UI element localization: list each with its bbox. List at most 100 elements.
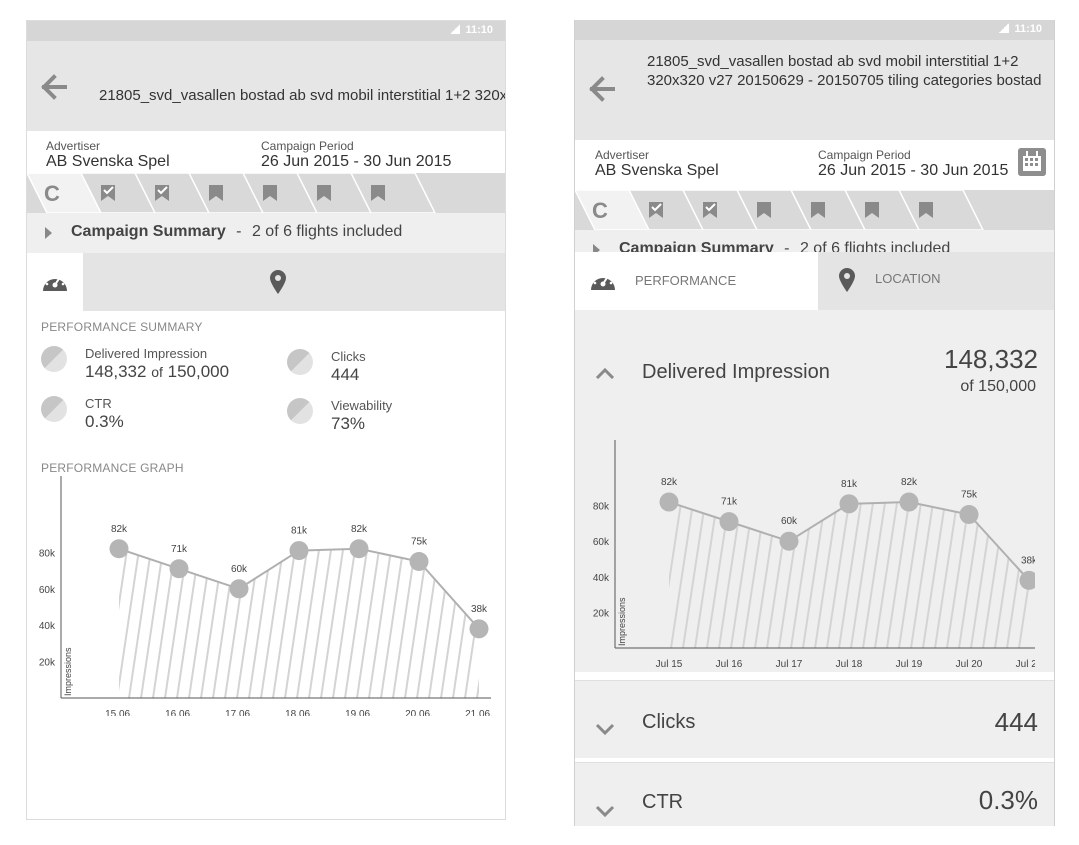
data-label: 38k — [1021, 555, 1035, 566]
hatch-line — [790, 502, 822, 648]
flight-tabs[interactable]: C — [575, 190, 1055, 230]
bookmark-icon — [263, 185, 277, 201]
hatch-line — [284, 548, 316, 698]
chevron-down-icon[interactable] — [595, 805, 615, 817]
bookmark-icon — [371, 185, 385, 201]
clicks-panel[interactable]: Clicks 444 — [575, 680, 1054, 758]
y-tick-label: 40k — [39, 621, 56, 632]
hatch-line — [164, 548, 196, 698]
hatch-line — [682, 502, 714, 648]
chevron-down-icon[interactable] — [595, 723, 615, 735]
y-tick-label: 20k — [39, 658, 56, 669]
hatch-line — [452, 548, 479, 698]
chevron-up-icon[interactable] — [595, 367, 615, 379]
bookmark-icon — [811, 202, 825, 218]
hatch-line — [344, 548, 376, 698]
flight-tab — [350, 173, 436, 213]
phone-screen-performance: 11:10 21805_svd_vasallen bostad ab svd m… — [574, 20, 1055, 826]
campaign-period-label: Campaign Period — [261, 139, 354, 153]
tab-location[interactable] — [83, 253, 505, 311]
x-tick-label: 20.06. — [405, 709, 433, 716]
view-tab-bar — [27, 253, 505, 311]
tab-performance-label: PERFORMANCE — [635, 273, 737, 288]
hatch-line — [464, 548, 479, 698]
hatch-line — [874, 502, 906, 648]
stat-delivered-impression: Delivered Impression 148,332 of 150,000 — [41, 346, 261, 386]
data-point — [899, 492, 919, 512]
hatch-line — [958, 502, 990, 648]
performance-graph: 20k 40k 60k 80k Impressions 82k Jul 15 71k Jul 1… — [593, 440, 1035, 670]
area-hatch — [669, 502, 1029, 648]
data-label: 71k — [721, 497, 738, 508]
hatch-line — [718, 502, 750, 648]
flight-tab-strip[interactable]: C — [575, 190, 1054, 230]
x-tick-label: 16.06. — [165, 709, 193, 716]
x-tick-label: Jul 18 — [836, 659, 863, 670]
y-axis-label: Impressions — [63, 647, 73, 696]
delivered-impression-total: of 150,000 — [960, 378, 1036, 395]
hatch-line — [428, 548, 460, 698]
flight-tab-strip[interactable]: C — [27, 173, 505, 213]
stat-ctr: CTR 0.3% — [41, 396, 241, 436]
campaign-title: 21805_svd_vasallen bostad ab svd mobil i… — [647, 53, 1042, 89]
y-tick-label: 40k — [593, 573, 610, 584]
hatch-line — [308, 548, 340, 698]
checkmark-icon — [651, 203, 662, 212]
data-point — [1019, 570, 1035, 590]
data-point — [229, 579, 249, 599]
tab-location-label: LOCATION — [875, 271, 941, 286]
delivered-impression-panel: Delivered Impression 148,332 of 150,000 … — [575, 310, 1054, 672]
hatch-line — [922, 502, 954, 648]
tab-performance[interactable] — [27, 253, 83, 311]
tab-location[interactable]: LOCATION — [818, 252, 1054, 310]
clicks-value: 444 — [994, 707, 1038, 737]
data-point — [719, 512, 739, 532]
hatch-line — [946, 502, 978, 648]
data-point — [169, 559, 189, 579]
flight-tabs[interactable]: C — [27, 173, 506, 213]
checkmark-icon — [705, 203, 716, 212]
expand-triangle-icon — [45, 227, 52, 239]
hatch-line — [188, 548, 220, 698]
hatch-line — [212, 548, 244, 698]
tab-performance[interactable]: PERFORMANCE — [575, 252, 818, 310]
hatch-line — [368, 548, 400, 698]
x-tick-label: Jul 21 — [1016, 659, 1035, 670]
back-arrow-icon[interactable] — [589, 76, 615, 102]
hatch-line — [982, 502, 1014, 648]
campaign-period-value: 26 Jun 2015 - 30 Jun 2015 — [261, 153, 452, 170]
stat-viewability: Viewability 73% — [287, 398, 467, 438]
advertiser-value: AB Svenska Spel — [595, 162, 719, 179]
phone-screen-summary: 11:10 21805_svd_vasallen bostad ab svd m… — [26, 20, 506, 820]
x-tick-label: Jul 19 — [896, 659, 923, 670]
back-arrow-icon[interactable] — [41, 74, 67, 100]
y-tick-label: 20k — [593, 608, 610, 619]
campaign-tab-label: C — [44, 181, 60, 206]
hatch-line — [670, 502, 702, 648]
stat-label: Delivered Impression — [85, 346, 208, 361]
y-axis-label: Impressions — [617, 597, 627, 646]
status-time: 11:10 — [465, 24, 493, 36]
hatch-line — [236, 548, 268, 698]
calendar-icon[interactable] — [1018, 148, 1046, 176]
hatch-line — [320, 548, 352, 698]
hatch-line — [440, 548, 472, 698]
stat-clicks: Clicks 444 — [287, 349, 467, 389]
stat-label: Clicks — [331, 349, 366, 364]
y-tick-label: 80k — [593, 502, 610, 513]
hatch-line — [970, 502, 1002, 648]
flight-tab — [898, 190, 984, 230]
hatch-line — [934, 502, 966, 648]
hatch-line — [392, 548, 424, 698]
pie-chart-icon — [41, 346, 67, 372]
hatch-line — [416, 548, 448, 698]
campaign-summary-toggle[interactable]: Campaign Summary - 2 of 6 flights includ… — [27, 213, 505, 253]
campaign-period-label: Campaign Period — [818, 148, 911, 162]
hatch-line — [742, 502, 774, 648]
hatch-line — [669, 502, 690, 648]
stat-label: Viewability — [331, 398, 393, 413]
data-label: 75k — [961, 490, 978, 501]
signal-icon — [999, 23, 1010, 33]
hatch-line — [694, 502, 726, 648]
ctr-panel[interactable]: CTR 0.3% — [575, 762, 1054, 826]
